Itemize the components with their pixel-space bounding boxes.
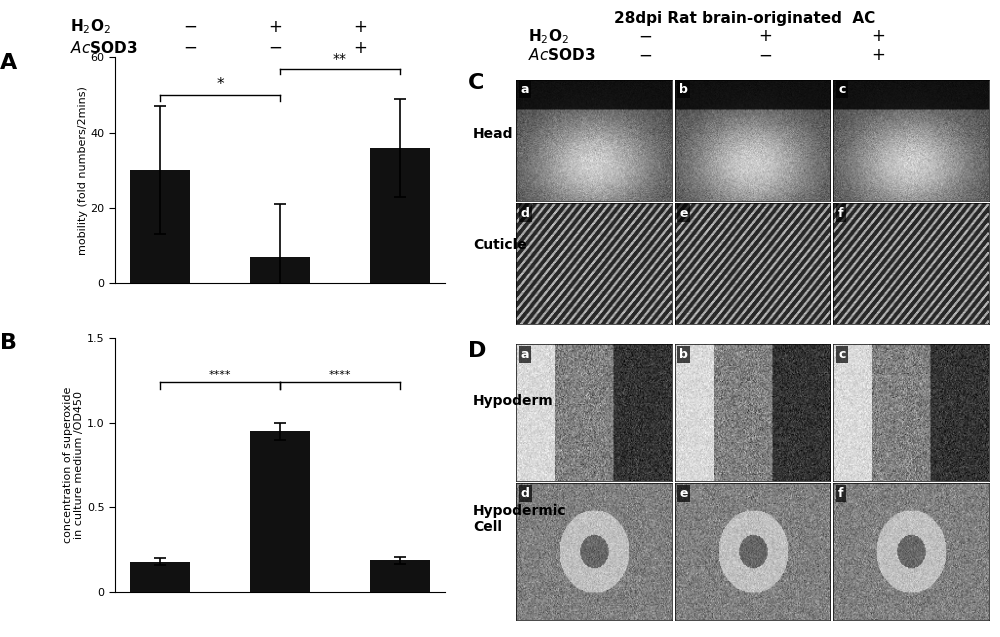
Y-axis label: concentration of superoxide
in culture medium /OD450: concentration of superoxide in culture m… [63, 387, 84, 543]
Bar [250, 257, 310, 283]
Text: c: c [838, 348, 845, 361]
Text: −: − [638, 47, 652, 64]
Text: *: * [216, 77, 224, 92]
Y-axis label: mobility (fold numbers/2mins): mobility (fold numbers/2mins) [78, 86, 88, 255]
Text: **: ** [333, 52, 347, 66]
Text: Cuticle: Cuticle [473, 238, 527, 252]
Text: ****: **** [209, 370, 231, 380]
Bar [130, 562, 190, 592]
Text: +: + [758, 27, 772, 45]
Text: −: − [758, 47, 772, 64]
Text: A: A [0, 53, 17, 73]
Text: −: − [183, 18, 197, 36]
Text: H$_2$O$_2$: H$_2$O$_2$ [70, 17, 111, 36]
Text: b: b [679, 83, 688, 96]
Bar [250, 431, 310, 592]
Text: B: B [0, 333, 17, 352]
Text: a: a [521, 348, 529, 361]
Text: d: d [521, 206, 530, 220]
Text: H$_2$O$_2$: H$_2$O$_2$ [528, 27, 569, 46]
Text: f: f [838, 206, 844, 220]
Text: e: e [679, 487, 688, 500]
Bar [130, 170, 190, 283]
Text: −: − [268, 39, 282, 57]
Text: +: + [353, 18, 367, 36]
Text: +: + [268, 18, 282, 36]
Text: ****: **** [329, 370, 351, 380]
Text: Hypodermic
Cell: Hypodermic Cell [473, 504, 567, 534]
Text: e: e [679, 206, 688, 220]
Text: c: c [838, 83, 845, 96]
Text: Head: Head [473, 127, 514, 141]
Text: $\mathit{Ac}$SOD3: $\mathit{Ac}$SOD3 [70, 39, 138, 56]
Text: D: D [468, 341, 486, 361]
Text: a: a [521, 83, 529, 96]
Text: 28dpi Rat brain-originated  AC: 28dpi Rat brain-originated AC [614, 11, 876, 27]
Text: −: − [638, 27, 652, 45]
Bar [370, 148, 430, 283]
Bar [370, 560, 430, 592]
Text: +: + [871, 27, 885, 45]
Text: f: f [838, 487, 844, 500]
Text: C: C [468, 73, 484, 93]
Text: b: b [679, 348, 688, 361]
Text: $\mathit{Ac}$SOD3: $\mathit{Ac}$SOD3 [528, 47, 596, 64]
Text: +: + [871, 47, 885, 64]
Text: Hypoderm: Hypoderm [473, 394, 554, 408]
Text: −: − [183, 39, 197, 57]
Text: d: d [521, 487, 530, 500]
Text: +: + [353, 39, 367, 57]
